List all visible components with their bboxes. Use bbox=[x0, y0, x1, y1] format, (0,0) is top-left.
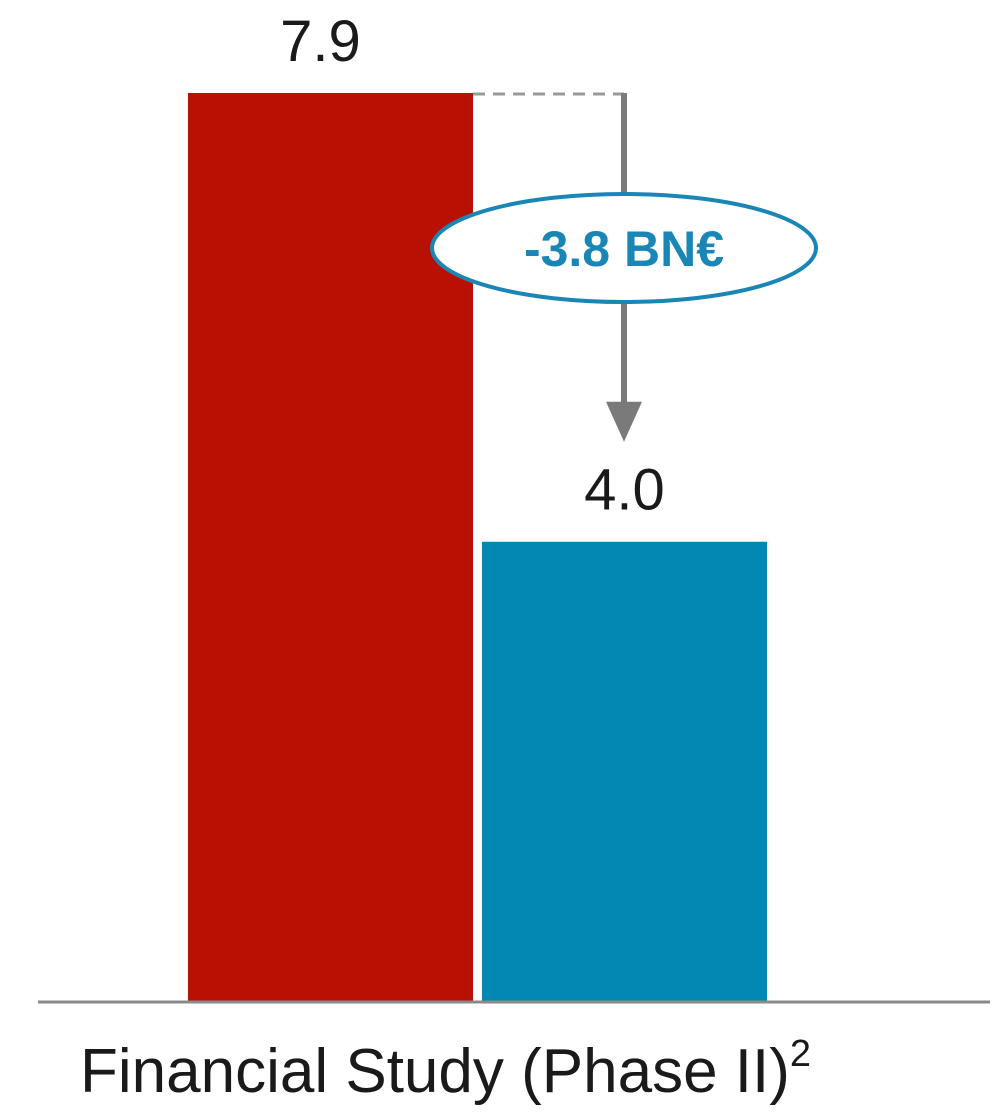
annotation-text: -3.8 BN€ bbox=[524, 221, 724, 277]
difference-annotation: -3.8 BN€ bbox=[430, 192, 818, 304]
category-superscript: 2 bbox=[790, 1033, 811, 1075]
bar-value-label: 4.0 bbox=[584, 458, 665, 523]
annotation-ellipse bbox=[430, 192, 818, 304]
bar-7-9 bbox=[188, 93, 473, 1002]
arrow-head-icon bbox=[606, 401, 642, 442]
bar-4-0 bbox=[482, 541, 767, 1002]
bar-value-label: 7.9 bbox=[280, 9, 361, 74]
category-label-text: Financial Study (Phase II) bbox=[80, 1037, 790, 1106]
category-label: Financial Study (Phase II)2 bbox=[80, 1033, 811, 1106]
